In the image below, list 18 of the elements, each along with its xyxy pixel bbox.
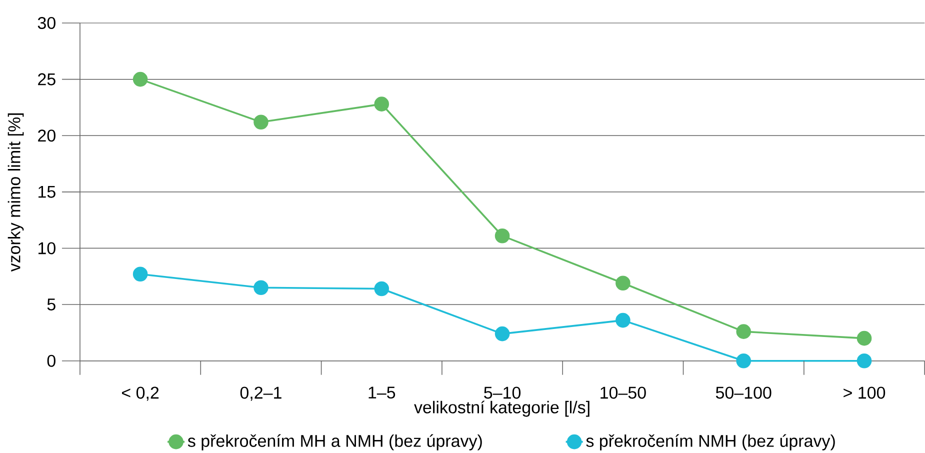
x-axis-title: velikostní kategorie [l/s]: [414, 400, 590, 417]
legend-label: s překročením MH a NMH (bez úpravy): [188, 434, 482, 450]
x-tick-label: > 100: [844, 386, 886, 399]
y-tick-label: 10: [38, 242, 56, 254]
x-tick-label: 1–5: [368, 386, 396, 398]
x-tick-label: 5–10: [484, 386, 521, 399]
legend-label: s překročením NMH (bez úpravy): [586, 434, 835, 450]
y-tick-label: 20: [38, 129, 56, 142]
x-tick-label: 50–100: [716, 386, 772, 399]
x-tick-label: < 0,2: [122, 386, 159, 401]
y-tick-label: 30: [38, 16, 56, 29]
x-tick-label: 0,2–1: [240, 386, 282, 401]
y-tick-label: 25: [38, 73, 56, 86]
y-tick-label: 15: [38, 186, 56, 198]
y-tick-label: 0: [47, 354, 56, 367]
y-tick-label: 5: [47, 298, 56, 310]
x-tick-label: 10–50: [600, 386, 646, 399]
y-axis-title: vzorky mimo limit [%]: [8, 113, 24, 272]
